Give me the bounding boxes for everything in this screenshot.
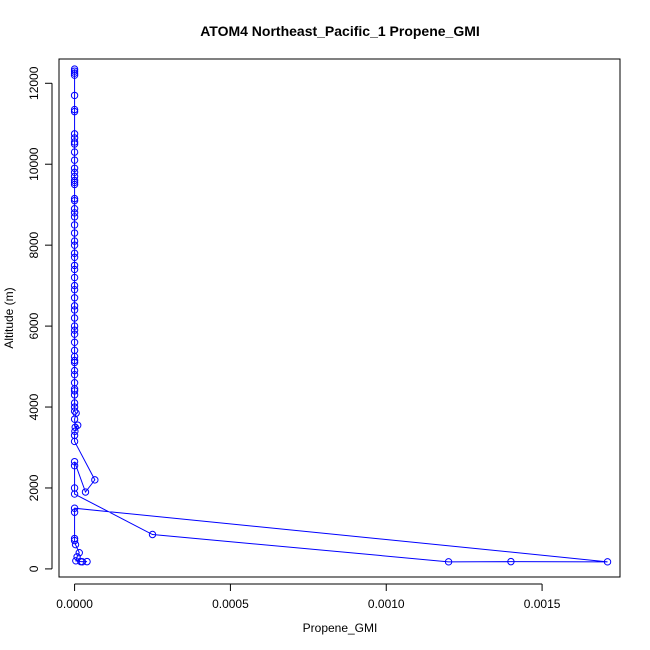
data-point [70, 302, 79, 310]
data-point [70, 326, 79, 334]
data-point [70, 504, 79, 512]
data-point [70, 148, 79, 156]
series-propene-gmi [70, 65, 612, 566]
data-point [70, 261, 79, 270]
data-point [70, 196, 79, 205]
x-axis-label: Propene_GMI [303, 621, 378, 635]
data-point [81, 488, 90, 496]
x-axis: 0.0000 0.0005 0.0010 0.0015 [56, 583, 561, 611]
data-point [70, 285, 79, 294]
data-point [70, 178, 79, 187]
y-tick-label: 0 [27, 565, 41, 572]
data-point [70, 281, 79, 290]
data-point [70, 229, 79, 237]
data-point [70, 105, 79, 114]
data-point [70, 176, 79, 185]
data-point [74, 421, 82, 429]
data-point [70, 168, 79, 177]
data-point [70, 366, 79, 375]
y-tick-label: 8000 [27, 231, 41, 258]
data-point [70, 358, 79, 367]
data-point [70, 387, 79, 395]
data-point [148, 530, 157, 539]
data-point [70, 213, 79, 221]
y-tick-label: 6000 [27, 312, 41, 339]
data-point [78, 558, 87, 566]
data-point [70, 356, 79, 365]
x-tick-label: 0.0005 [212, 597, 249, 611]
data-point [83, 557, 91, 566]
y-axis: 0 2000 4000 6000 8000 10000 12000 [27, 66, 53, 572]
data-point [444, 558, 453, 566]
data-point [70, 140, 79, 148]
data-point [70, 306, 79, 314]
data-point [507, 557, 515, 566]
data-point [70, 253, 79, 261]
data-point [71, 427, 79, 436]
data-point [70, 536, 79, 545]
data-point [70, 508, 79, 516]
data-point [70, 294, 79, 302]
data-point [70, 209, 79, 217]
data-point [70, 237, 79, 245]
x-tick-label: 0.0000 [56, 597, 93, 611]
data-point [70, 194, 79, 203]
data-point [70, 71, 79, 79]
data-point [70, 180, 79, 189]
data-point [70, 370, 79, 379]
data-point [70, 221, 79, 229]
data-point [70, 314, 79, 322]
data-point [91, 476, 99, 484]
data-point [70, 156, 79, 164]
x-tick-label: 0.0015 [524, 597, 561, 611]
data-point [73, 553, 81, 561]
data-point [70, 107, 79, 116]
data-point [70, 67, 79, 75]
data-point [70, 273, 79, 282]
data-point [70, 391, 79, 399]
data-point [70, 205, 79, 213]
y-tick-label: 4000 [27, 393, 41, 420]
data-point [70, 130, 79, 138]
x-tick-label: 0.0010 [368, 597, 405, 611]
chart-title: ATOM4 Northeast_Pacific_1 Propene_GMI [200, 23, 480, 39]
y-tick-label: 10000 [27, 147, 41, 181]
data-point [70, 249, 79, 257]
data-point [70, 91, 79, 100]
y-tick-label: 2000 [27, 474, 41, 501]
data-point [70, 265, 79, 274]
data-point [70, 241, 79, 249]
y-tick-label: 12000 [27, 66, 41, 100]
data-point [70, 322, 79, 330]
data-point [70, 164, 79, 172]
data-point [70, 399, 79, 407]
data-point [603, 558, 612, 566]
y-axis-label: Altitude (m) [2, 287, 16, 348]
data-point [71, 423, 79, 431]
data-point [70, 437, 79, 446]
data-point [70, 138, 79, 146]
data-point [70, 457, 79, 466]
data-point [70, 490, 79, 498]
data-point [70, 338, 79, 346]
data-point [70, 462, 79, 470]
data-point [70, 330, 79, 338]
plot-frame [58, 58, 621, 578]
data-point [70, 69, 79, 77]
data-point [75, 549, 83, 557]
data-point [71, 540, 80, 549]
data-point [70, 415, 79, 423]
data-point [70, 407, 79, 415]
